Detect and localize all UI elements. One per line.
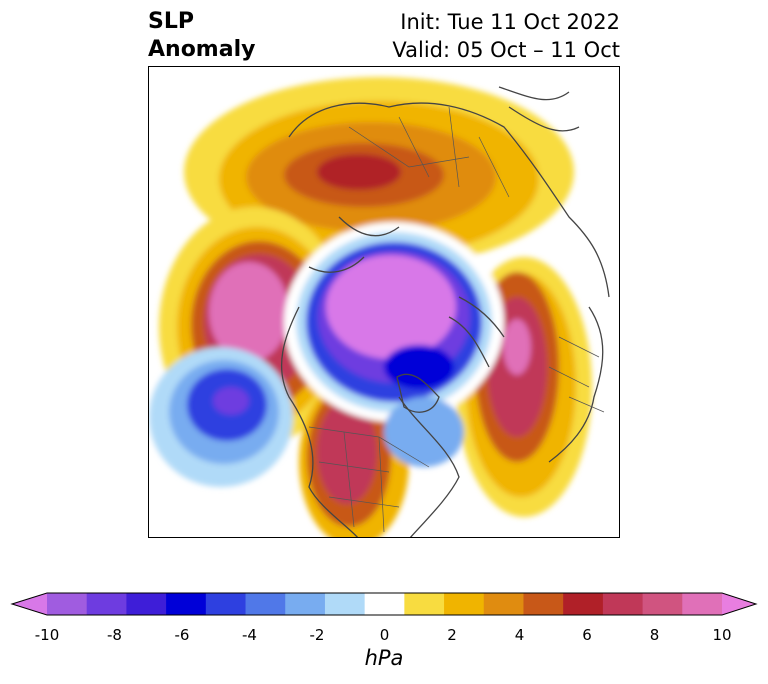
colorbar-bin [404, 593, 445, 615]
anomaly-contours [149, 77, 592, 537]
colorbar-tick-label: 0 [379, 626, 390, 644]
init-time: Init: Tue 11 Oct 2022 [400, 10, 620, 34]
colorbar-bin [682, 593, 723, 615]
pos-anomaly-europe-5 [503, 319, 531, 375]
colorbar-unit: hPa [364, 646, 404, 670]
valid-period: Valid: 05 Oct – 11 Oct [392, 38, 620, 62]
colorbar-bin [602, 593, 644, 615]
colorbar-tick-label: -10 [34, 626, 60, 644]
us-state-borders [308, 426, 430, 533]
borders [308, 106, 605, 533]
colorbar-bin [563, 593, 604, 615]
colorbar-segments [12, 593, 756, 615]
neg-anomaly-arctic-5 [384, 345, 454, 389]
title-slp: SLP [148, 9, 194, 34]
colorbar-outline [10, 592, 758, 616]
colorbar-tick-label: 4 [514, 626, 525, 644]
polar-map [148, 66, 620, 538]
neg-anomaly-npacific-4 [213, 387, 249, 415]
map-title-right: Init: Tue 11 Oct 2022 Valid: 05 Oct – 11… [392, 8, 620, 64]
pos-anomaly-namerica-3 [317, 400, 377, 504]
colorbar-bin [523, 593, 564, 615]
colorbar-bin [285, 593, 326, 615]
colorbar-bin [47, 593, 88, 615]
colorbar-bin [364, 593, 405, 615]
colorbar-tick-label: 8 [649, 626, 660, 644]
colorbar-bin [245, 593, 286, 615]
coastline-east-asia [498, 86, 580, 132]
colorbar-tick-label: 6 [582, 626, 592, 644]
pos-anomaly-pacific-5 [209, 262, 289, 362]
coastline-europe [548, 306, 604, 463]
coastline-canada-islands [448, 296, 505, 368]
colorbar-tick-label: 2 [447, 626, 457, 644]
colorbar-bin [483, 593, 524, 615]
coastline-greenland [396, 373, 440, 413]
colorbar-bin [444, 593, 485, 615]
coastline-namerica-east [398, 396, 460, 537]
colorbar-tick-label: -4 [242, 626, 257, 644]
anomaly-map-svg [149, 77, 610, 537]
colorbar-tick-label: -2 [309, 626, 325, 644]
coastlines [281, 86, 610, 537]
coastline-namerica-west [281, 306, 359, 537]
map-title-left: SLP Anomaly [148, 8, 255, 64]
pos-anomaly-siberia-5 [317, 154, 401, 190]
colorbar-bin [126, 593, 167, 615]
europe-borders [548, 336, 605, 413]
colorbar-bin [642, 593, 683, 615]
coastline-eurasia [288, 102, 610, 298]
colorbar-bin [86, 593, 127, 615]
colorbar [10, 592, 758, 616]
colorbar-bin [324, 593, 366, 615]
colorbar-tick-label: -6 [174, 626, 190, 644]
colorbar-extend-max [722, 593, 756, 615]
asia-borders [348, 106, 510, 198]
colorbar-tick-label: -8 [107, 626, 122, 644]
colorbar-bin [205, 593, 247, 615]
coastline-siberia [308, 216, 400, 273]
colorbar-bin [166, 593, 207, 615]
colorbar-extend-min [12, 593, 47, 615]
neg-anomaly-greenland [384, 397, 464, 467]
title-anomaly: Anomaly [148, 37, 256, 62]
colorbar-tick-label: 10 [712, 626, 732, 644]
neg-anomaly-arctic-4 [326, 255, 456, 359]
